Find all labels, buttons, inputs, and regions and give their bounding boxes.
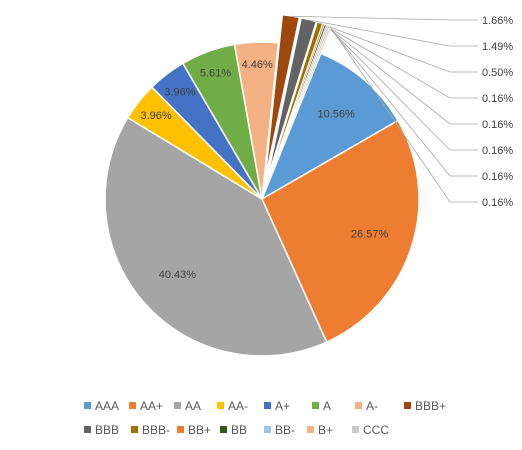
legend-swatch	[84, 402, 91, 409]
legend-label: BBB	[95, 423, 120, 437]
legend-swatch	[220, 426, 227, 433]
legend-label: AA-	[228, 399, 249, 413]
pie-slice-a-minus	[233, 41, 280, 200]
data-label: 3.96%	[164, 87, 195, 99]
legend-item: A-	[355, 398, 378, 414]
legend-label: AAA	[95, 399, 120, 413]
legend-label: A	[323, 399, 332, 413]
legend-label: BB+	[188, 423, 212, 437]
leader-line	[326, 25, 478, 151]
legend-item: BBB	[84, 422, 119, 438]
leader-line	[290, 15, 478, 21]
legend-label: AA+	[140, 399, 164, 413]
legend-item: CCC	[352, 422, 389, 438]
legend-item: BB+	[177, 422, 211, 438]
data-label: 0.16%	[482, 119, 513, 131]
legend-swatch	[352, 426, 359, 433]
legend-label: A-	[366, 399, 378, 413]
legend-swatch	[264, 402, 271, 409]
legend-swatch	[355, 402, 362, 409]
legend-label: BBB-	[142, 423, 171, 437]
pie-slice-bbb	[268, 17, 317, 172]
data-label: 4.46%	[242, 59, 273, 71]
legend-item: BBB+	[404, 398, 446, 414]
legend-label: BB-	[275, 423, 296, 437]
legend-swatch	[177, 426, 184, 433]
data-label: 5.61%	[200, 67, 231, 79]
legend-label: A+	[275, 399, 291, 413]
data-label: 10.56%	[318, 109, 356, 121]
legend-label: AA	[185, 399, 202, 413]
data-label: 0.50%	[482, 67, 513, 79]
legend-swatch	[84, 426, 91, 433]
legend-row: BBB BBB- BB+ BB BB- B+ CCC	[0, 418, 522, 442]
data-label: 0.16%	[482, 93, 513, 105]
legend-item: BB	[220, 422, 247, 438]
legend-swatch	[217, 402, 224, 409]
pie-slice-aa	[104, 116, 328, 357]
legend-item: AA	[174, 398, 201, 414]
leader-line	[319, 22, 478, 73]
legend-label: CCC	[363, 423, 389, 437]
legend-swatch	[307, 426, 314, 433]
data-label: 0.16%	[482, 171, 513, 183]
legend-swatch	[131, 426, 138, 433]
legend-item: B+	[307, 422, 333, 438]
legend-item: A	[312, 398, 331, 414]
data-label: 0.16%	[482, 145, 513, 157]
legend-row: AAA AA+ AA AA- A+ A A- BBB+	[0, 394, 522, 418]
leader-line	[324, 24, 478, 125]
legend-label: BB	[231, 423, 248, 437]
legend-swatch	[312, 402, 319, 409]
legend-item: A+	[264, 398, 290, 414]
data-label: 3.96%	[141, 110, 172, 122]
legend-swatch	[264, 426, 271, 433]
data-label: 1.66%	[482, 15, 513, 27]
legend-item: AA-	[217, 398, 248, 414]
leader-line	[330, 26, 478, 203]
legend-item: BBB-	[131, 422, 170, 438]
legend-swatch	[129, 402, 136, 409]
legend-swatch	[404, 402, 411, 409]
pie-slice-bbb-plus	[266, 14, 300, 172]
legend-item: BB-	[264, 422, 295, 438]
data-label: 0.16%	[482, 197, 513, 209]
legend-item: AAA	[84, 398, 119, 414]
pie-slice-aaa	[260, 52, 400, 201]
leader-line	[323, 24, 478, 99]
legend-label: BBB+	[415, 399, 447, 413]
leader-line	[308, 19, 478, 47]
leader-line	[328, 26, 478, 177]
pie-slice-aa-plus	[261, 119, 420, 344]
data-label: 26.57%	[351, 229, 389, 241]
data-label: 40.43%	[159, 269, 197, 281]
data-label: 1.49%	[482, 41, 513, 53]
legend-item: AA+	[129, 398, 163, 414]
legend-swatch	[174, 402, 181, 409]
chart-legend: AAA AA+ AA AA- A+ A A- BBB+ BBB BBB- BB+ BB BB- B+ CC…	[0, 394, 522, 442]
legend-label: B+	[318, 423, 334, 437]
